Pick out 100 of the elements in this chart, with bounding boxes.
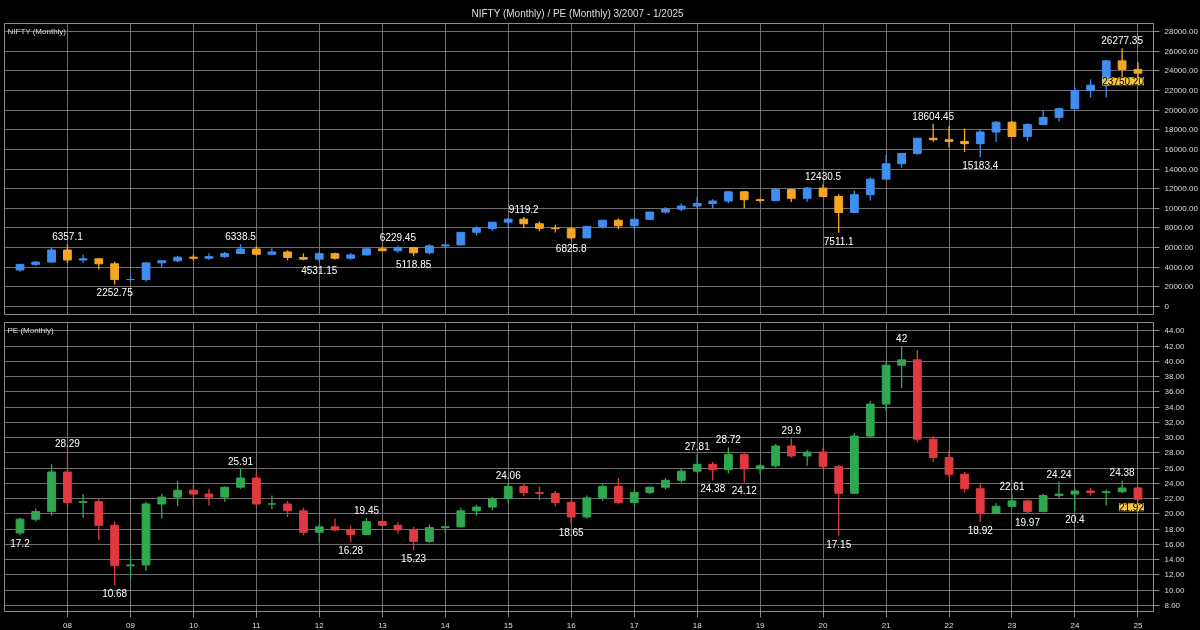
y-tick-label: 22000.00 [1164,85,1199,95]
candlestick [456,507,466,529]
candlestick [94,498,104,541]
x-tick-label: 25 [1133,620,1143,630]
x-tick-label: 23 [1007,620,1017,630]
y-tick-label: 26000.00 [1164,46,1199,56]
candlestick [818,446,828,470]
candlestick [834,193,844,234]
annotation: 24.38 [1109,467,1136,479]
candlestick [566,499,576,525]
x-tick-label: 10 [188,620,199,630]
y-tick-label: 24.00 [1164,478,1186,488]
candlestick [503,482,513,504]
y-tick-label: 10.00 [1164,585,1186,595]
candlestick [110,261,120,286]
y-tick-label: 20.00 [1164,509,1186,519]
annotation: 27.81 [684,441,711,453]
annotation: 19.97 [1014,517,1041,529]
y-tick-label: 12000.00 [1164,184,1199,194]
candlestick [991,120,1001,143]
candlestick [330,517,340,533]
candlestick [236,468,245,490]
y-tick-label: 0 [1164,302,1170,312]
y-tick-label: 8000.00 [1164,223,1194,233]
candlestick [425,523,434,544]
candlestick [881,154,891,180]
annotation: 4531.15 [301,265,338,277]
x-tick-label: 11 [252,620,262,630]
annotation: 9119.2 [508,203,540,215]
annotation: 2252.75 [96,287,134,299]
y-tick-label: 2000.00 [1164,282,1194,292]
y-tick-label: 42.00 [1164,341,1186,351]
annotation: 6338.5 [225,231,257,243]
candlestick [960,471,969,494]
candlestick [960,127,969,153]
x-tick-label: 17 [629,620,640,630]
candlestick [173,480,182,507]
annotation: 28.29 [54,437,81,449]
annotation: 6357.1 [52,231,84,243]
candlestick [63,243,72,264]
candlestick [126,555,135,580]
annotation: 29.9 [781,425,802,437]
annotation: 25.91 [227,455,254,467]
annotation: 24.12 [731,485,758,497]
candlestick [189,484,198,507]
x-tick-label: 16 [566,620,577,630]
candlestick [1117,479,1127,494]
y-tick-label: 10000.00 [1164,203,1199,213]
candlestick [850,189,859,214]
annotation: 28.72 [715,434,742,446]
y-tick-label: 44.00 [1164,326,1186,336]
candlestick [944,125,954,149]
chart-subtitle: PE (Monthly) [7,325,55,335]
annotation: 12430.5 [804,171,842,183]
y-tick-label: 40.00 [1164,356,1186,366]
candlestick [928,435,938,463]
annotation: 24.06 [495,469,522,481]
x-tick-label: 09 [126,620,136,630]
candlestick [755,197,765,204]
y-tick-label: 8.00 [1164,600,1181,610]
annotation: 24.24 [1046,468,1072,480]
x-tick-label: 18 [692,620,703,630]
y-tick-label: 4000.00 [1164,262,1194,272]
y-tick-label: 20000.00 [1164,105,1199,115]
y-tick-label: 26.00 [1164,463,1186,473]
candlestick [267,494,277,510]
y-tick-label: 16.00 [1164,539,1186,549]
candlestick [897,345,907,389]
candlestick [708,461,718,482]
annotation: 26277.35 [1101,35,1144,47]
x-tick-label: 24 [1070,620,1080,630]
y-tick-label: 28000.00 [1164,26,1199,36]
candlestick [299,507,308,536]
annotation: 22.61 [999,480,1025,492]
annotation: 42 [896,333,908,345]
candlestick [614,477,623,505]
candlestick [724,446,733,475]
y-tick-label: 30.00 [1164,433,1186,443]
candlestick [78,253,88,264]
annotation: 18.92 [967,525,994,537]
y-tick-label: 34.00 [1164,402,1186,412]
candlestick [865,176,875,202]
candlestick [141,261,151,283]
annotation: 15183.4 [962,160,999,172]
y-tick-label: 12.00 [1164,570,1186,580]
annotation: 5118.85 [395,259,432,271]
annotation: 19.45 [354,505,380,517]
y-tick-label: 14000.00 [1164,164,1199,174]
candlestick [1117,47,1127,79]
candlestick [204,488,214,507]
annotation: 17.2 [10,538,31,550]
y-tick-label: 18000.00 [1164,125,1199,135]
annotation: 20.4 [1065,513,1086,525]
y-tick-label: 18.00 [1164,524,1186,534]
candlestick [692,453,702,474]
candlestick [78,493,88,519]
y-tick-label: 24000.00 [1164,66,1199,76]
candlestick [1054,480,1064,499]
chart-title: NIFTY (Monthly) / PE (Monthly) 3/2007 - 1/2025 [471,7,685,19]
candlestick [409,526,418,551]
